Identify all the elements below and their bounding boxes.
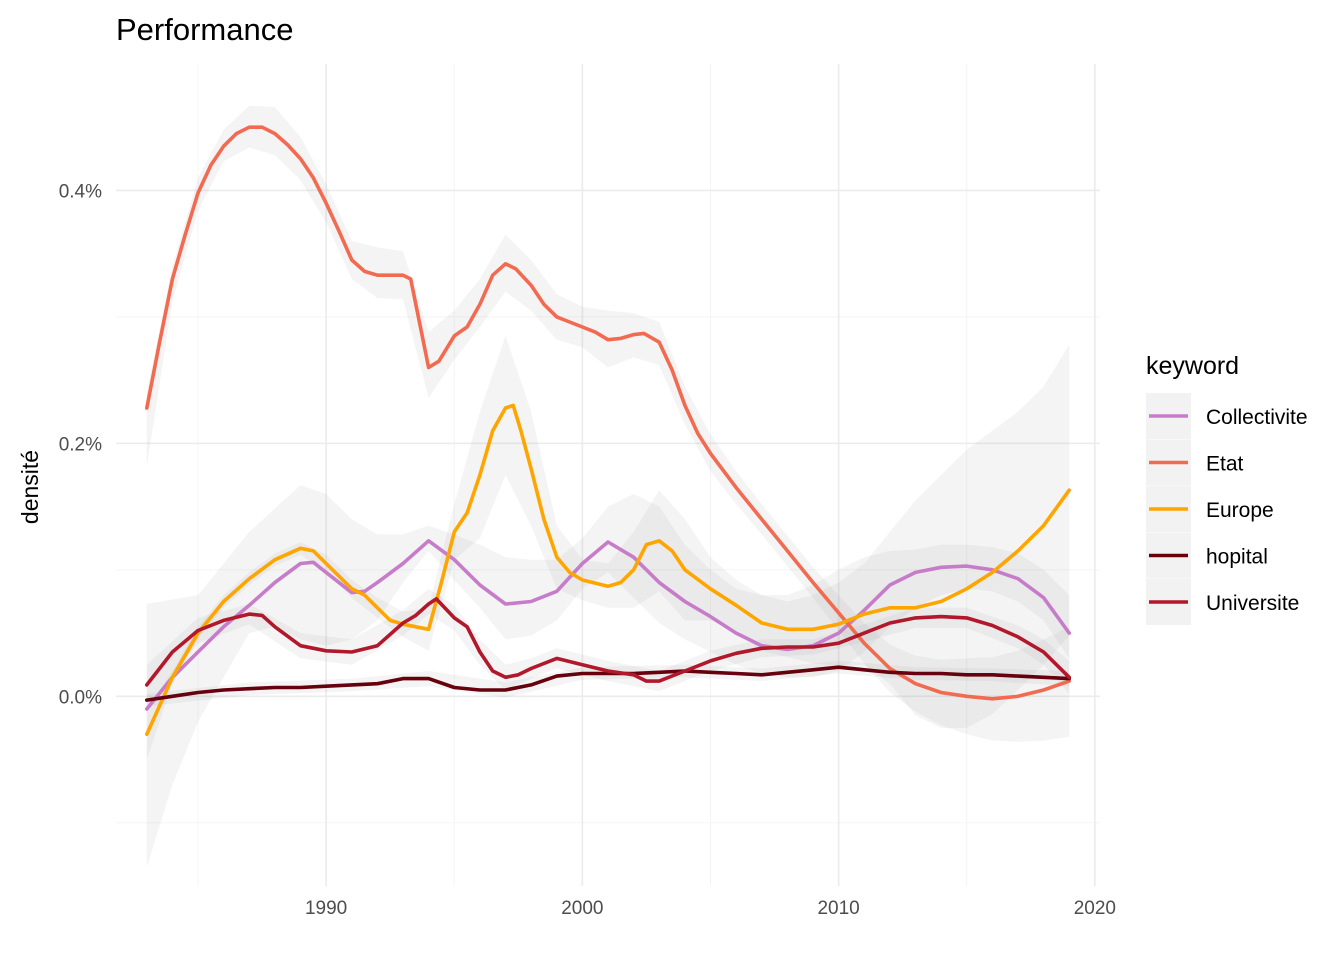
series-line-collectivite [145,539,1071,711]
y-tick-label: 0.0% [59,687,102,708]
series-line-etat [145,125,1071,701]
legend: keyword Collectivite Etat Europe hopital Uni… [1146,352,1308,625]
x-tick-label: 2020 [1074,898,1116,919]
legend-item-etat: Etat [1146,439,1244,486]
legend-title: keyword [1146,352,1239,380]
legend-label: Etat [1206,453,1244,476]
y-tick-label: 0.2% [59,434,102,455]
legend-label: hopital [1206,546,1268,569]
series-line-europe [145,403,1071,736]
legend-item-universite: Universite [1146,579,1299,625]
y-axis-title: densité [17,450,43,524]
confidence-band-universite [146,588,1070,706]
series-lines [145,125,1071,736]
series-line-universite [145,597,1071,687]
confidence-band-europe [146,335,1070,760]
y-tick-label: 0.4% [59,181,102,202]
confidence-bands [146,105,1070,867]
confidence-band-etat [146,105,1070,742]
y-axis-tick-labels: 0.0% 0.2% 0.4% [59,181,102,708]
confidence-band-hopital [146,660,1070,707]
x-tick-label: 2000 [561,898,603,919]
legend-item-collectivite: Collectivite [1146,393,1308,439]
legend-label: Collectivite [1206,406,1308,429]
x-axis-tick-labels: 1990 2000 2010 2020 [305,898,1116,919]
x-tick-label: 1990 [305,898,347,919]
legend-label: Universite [1206,592,1299,615]
chart-title: Performance [116,12,293,47]
series-line-hopital [145,665,1071,702]
legend-item-europe: Europe [1146,486,1274,532]
x-tick-label: 2010 [817,898,859,919]
legend-label: Europe [1206,499,1274,522]
legend-item-hopital: hopital [1146,532,1268,579]
